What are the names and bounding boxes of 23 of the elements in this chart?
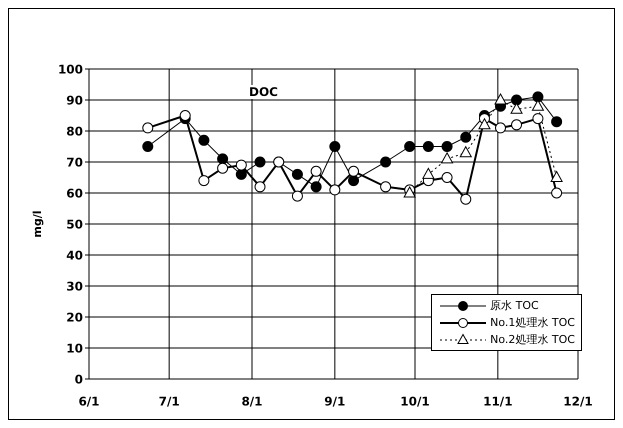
- y-tick-label: 70: [66, 155, 83, 170]
- text: DOC: [247, 85, 280, 99]
- x-tick-label: 10/1: [400, 394, 430, 409]
- y-tick-label: 90: [66, 93, 83, 108]
- y-tick-label: 60: [66, 186, 83, 200]
- x-tick-label: 9/1: [324, 394, 346, 409]
- legend-label: No.1処理水 TOC: [490, 315, 575, 330]
- y-tick-label: 40: [66, 248, 83, 262]
- x-tick-label: 12/1: [563, 394, 593, 409]
- x-tick-label: 6/1: [78, 394, 100, 409]
- legend-label: No.2処理水 TOC: [490, 332, 575, 347]
- y-tick-label: 0: [74, 372, 83, 386]
- y-tick-label: 10: [66, 341, 83, 356]
- y-tick-label: 80: [66, 124, 83, 138]
- y-tick-label: 20: [66, 310, 83, 324]
- y-axis-title: mg/l: [30, 210, 44, 238]
- y-tick-label: 100: [58, 62, 83, 76]
- y-tick-label: 30: [66, 279, 83, 294]
- y-tick-label: 50: [66, 217, 83, 232]
- x-tick-label: 11/1: [483, 394, 513, 409]
- x-tick-label: 8/1: [241, 394, 263, 409]
- legend-label: 原水 TOC: [490, 298, 539, 313]
- x-tick-label: 7/1: [158, 394, 180, 409]
